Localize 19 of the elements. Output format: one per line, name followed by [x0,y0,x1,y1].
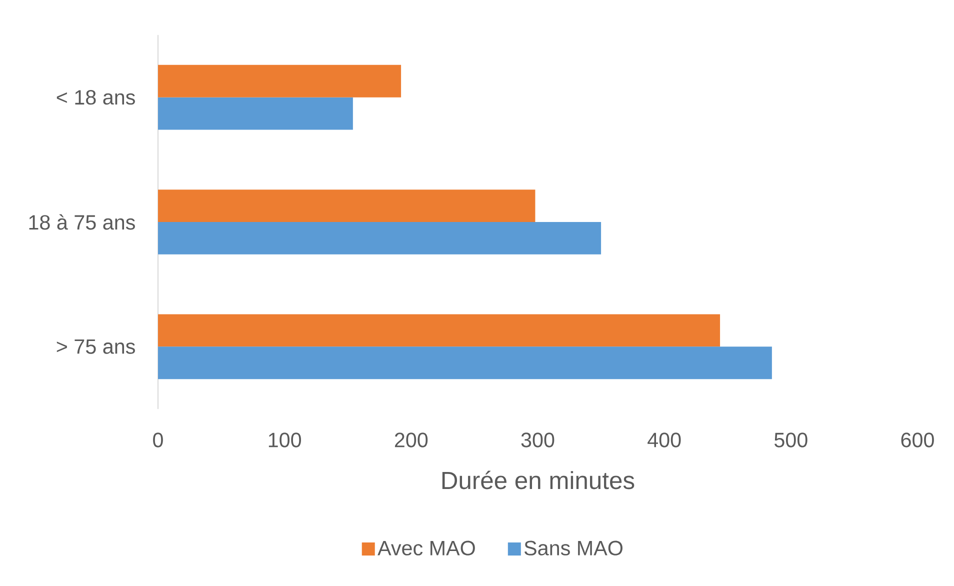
legend-label: Sans MAO [524,540,622,556]
legend-label: Avec MAO [378,540,475,556]
x-tick-label: 500 [774,432,808,448]
y-tick-label: > 75 ans [56,339,135,354]
x-tick-label: 100 [268,432,302,448]
x-tick-label: 400 [648,432,681,448]
x-tick-label: 200 [394,432,428,448]
x-tick-label: 0 [153,432,163,448]
y-tick-label: 18 à 75 ans [29,214,135,230]
x-tick-label: 300 [521,432,554,448]
bar [158,222,602,254]
bar [158,346,772,380]
bar [158,314,720,347]
x-tick-label: 600 [901,432,934,448]
y-tick-label: < 18 ans [56,90,135,105]
bar [158,64,402,98]
x-axis-title: Durée en minutes [442,470,634,490]
bar [158,97,353,130]
bar [158,190,536,222]
